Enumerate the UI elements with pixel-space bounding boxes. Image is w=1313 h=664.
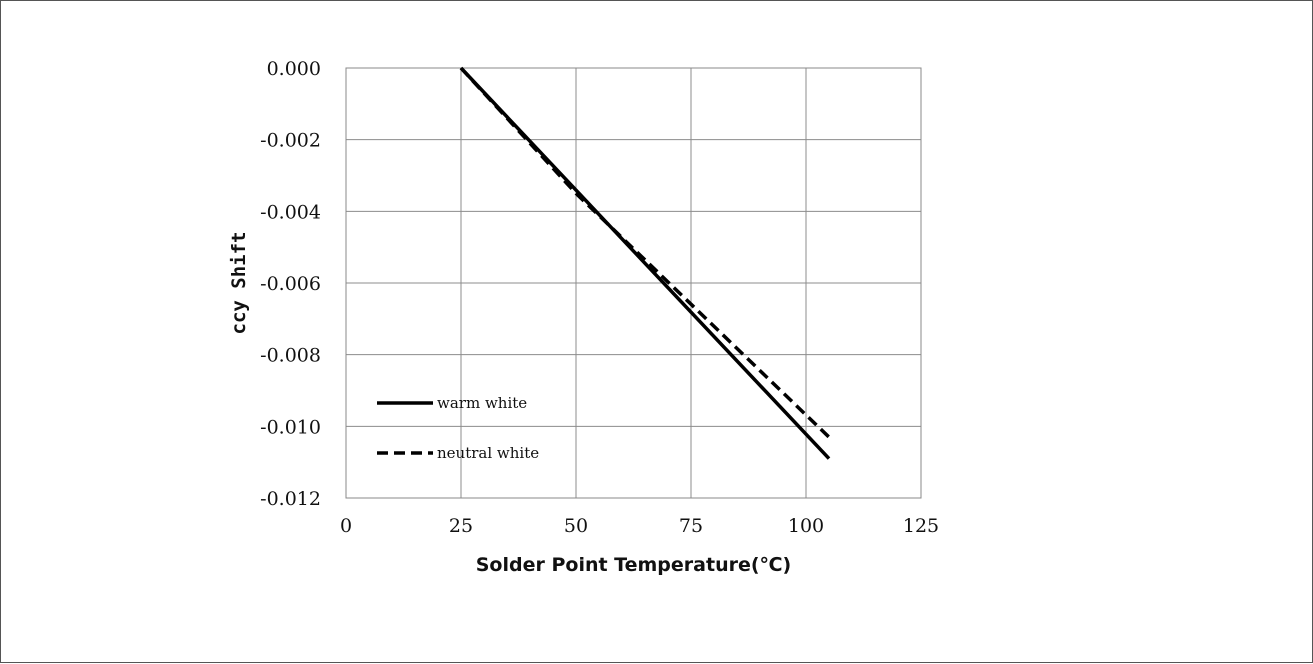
grid-lines: [345, 67, 922, 499]
x-tick-label: 0: [340, 515, 352, 537]
legend: warm white neutral white: [377, 394, 539, 462]
y-tick-label: -0.004: [260, 201, 321, 223]
x-tick-label: 125: [903, 515, 939, 537]
plot-area-border: [345, 67, 922, 499]
series-layer: [459, 66, 831, 460]
legend-label-neutral-white: neutral white: [437, 444, 539, 462]
x-axis-ticks: 0 25 50 75 100 125: [340, 515, 939, 537]
x-axis-label: Solder Point Temperature(℃): [476, 554, 791, 576]
x-tick-label: 25: [449, 515, 473, 537]
y-axis-ticks: 0.000 -0.002 -0.004 -0.006 -0.008 -0.010 -0.01…: [260, 58, 321, 510]
series-line-neutral-white: [459, 66, 831, 439]
y-tick-label: -0.010: [260, 416, 321, 438]
x-tick-label: 75: [679, 515, 703, 537]
y-tick-label: 0.000: [267, 58, 321, 80]
y-axis-label: ccy Shift: [228, 232, 250, 335]
y-tick-label: -0.006: [260, 273, 321, 295]
x-tick-label: 50: [564, 515, 588, 537]
y-tick-label: -0.012: [260, 488, 321, 510]
x-tick-label: 100: [788, 515, 824, 537]
y-tick-label: -0.002: [260, 130, 321, 152]
y-tick-label: -0.008: [260, 345, 321, 367]
legend-label-warm-white: warm white: [437, 394, 527, 412]
